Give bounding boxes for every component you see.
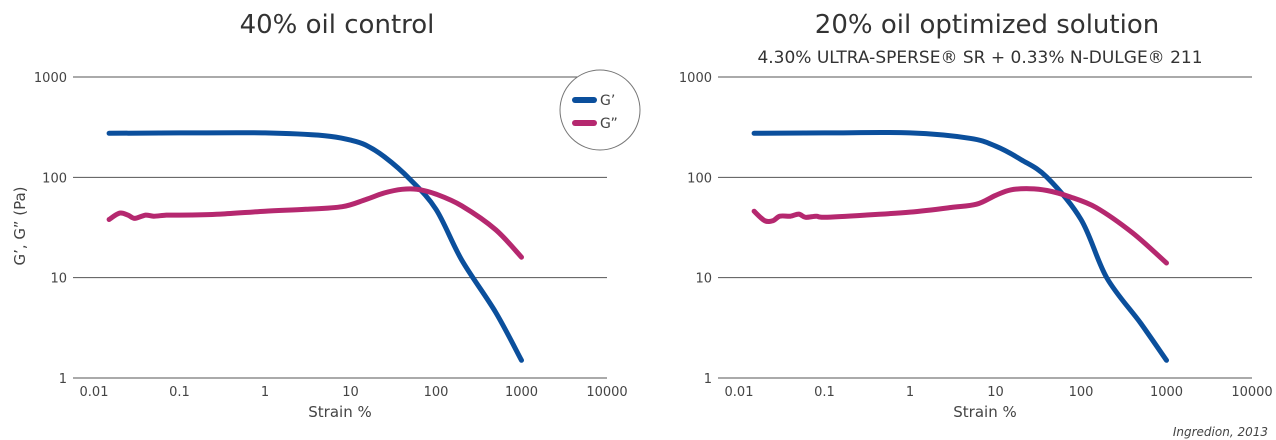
y-tick-label: 1000 (34, 71, 67, 86)
x-tick-label: 100 (424, 385, 449, 400)
x-tick-label: 100 (1069, 385, 1094, 400)
legend-label-g-prime: G’ (600, 93, 615, 109)
y-tick-label: 10 (50, 272, 67, 287)
series-line-g-double-prime (106, 186, 524, 260)
y-tick-label: 100 (687, 171, 712, 186)
y-tick-label: 1 (704, 372, 712, 387)
x-tick-label: 0.1 (814, 385, 835, 400)
source-credit: Ingredion, 2013 (1173, 425, 1268, 439)
series-line-g-prime (106, 130, 524, 363)
x-tick-label: 0.1 (169, 385, 190, 400)
x-tick-label: 10000 (1231, 385, 1272, 400)
chart-2-plot: 1 10 100 1000 0.01 0.1 1 10 100 1000 10000 (679, 71, 1273, 400)
y-tick-label: 1000 (679, 71, 712, 86)
y-tick-label: 10 (695, 272, 712, 287)
legend-circle (559, 69, 641, 151)
x-tick-label: 0.01 (80, 385, 109, 400)
chart-1-title: 40% oil control (240, 10, 435, 40)
legend: G’ G” (559, 69, 641, 151)
x-tick-label: 10000 (586, 385, 627, 400)
chart-1: 40% oil control G’, G” (Pa) Strain % 110… (11, 10, 641, 421)
legend-label-g-double-prime: G” (600, 116, 618, 132)
x-tick-label: 10 (342, 385, 359, 400)
x-tick-label: 1000 (505, 385, 538, 400)
series-line-g-double-prime (751, 186, 1169, 266)
chart-1-plot: 1 10 100 1000 0.01 0.1 1 10 100 1000 10000 (34, 71, 628, 400)
y-tick-label: 1 (59, 372, 67, 387)
x-tick-label: 10 (987, 385, 1004, 400)
chart-2-subtitle: 4.30% ULTRA-SPERSE® SR + 0.33% N-DULGE® … (757, 48, 1202, 68)
x-tick-label: 1 (906, 385, 914, 400)
chart-2-xlabel: Strain % (953, 403, 1016, 421)
x-tick-label: 0.01 (725, 385, 754, 400)
y-tick-label: 100 (42, 171, 67, 186)
chart-2: 20% oil optimized solution 4.30% ULTRA-S… (679, 10, 1273, 421)
chart-1-xlabel: Strain % (308, 403, 371, 421)
x-tick-label: 1 (261, 385, 269, 400)
x-tick-label: 1000 (1150, 385, 1183, 400)
chart-1-ylabel: G’, G” (Pa) (11, 186, 29, 265)
chart-2-title: 20% oil optimized solution (815, 10, 1159, 40)
series-line-g-prime (751, 130, 1169, 363)
